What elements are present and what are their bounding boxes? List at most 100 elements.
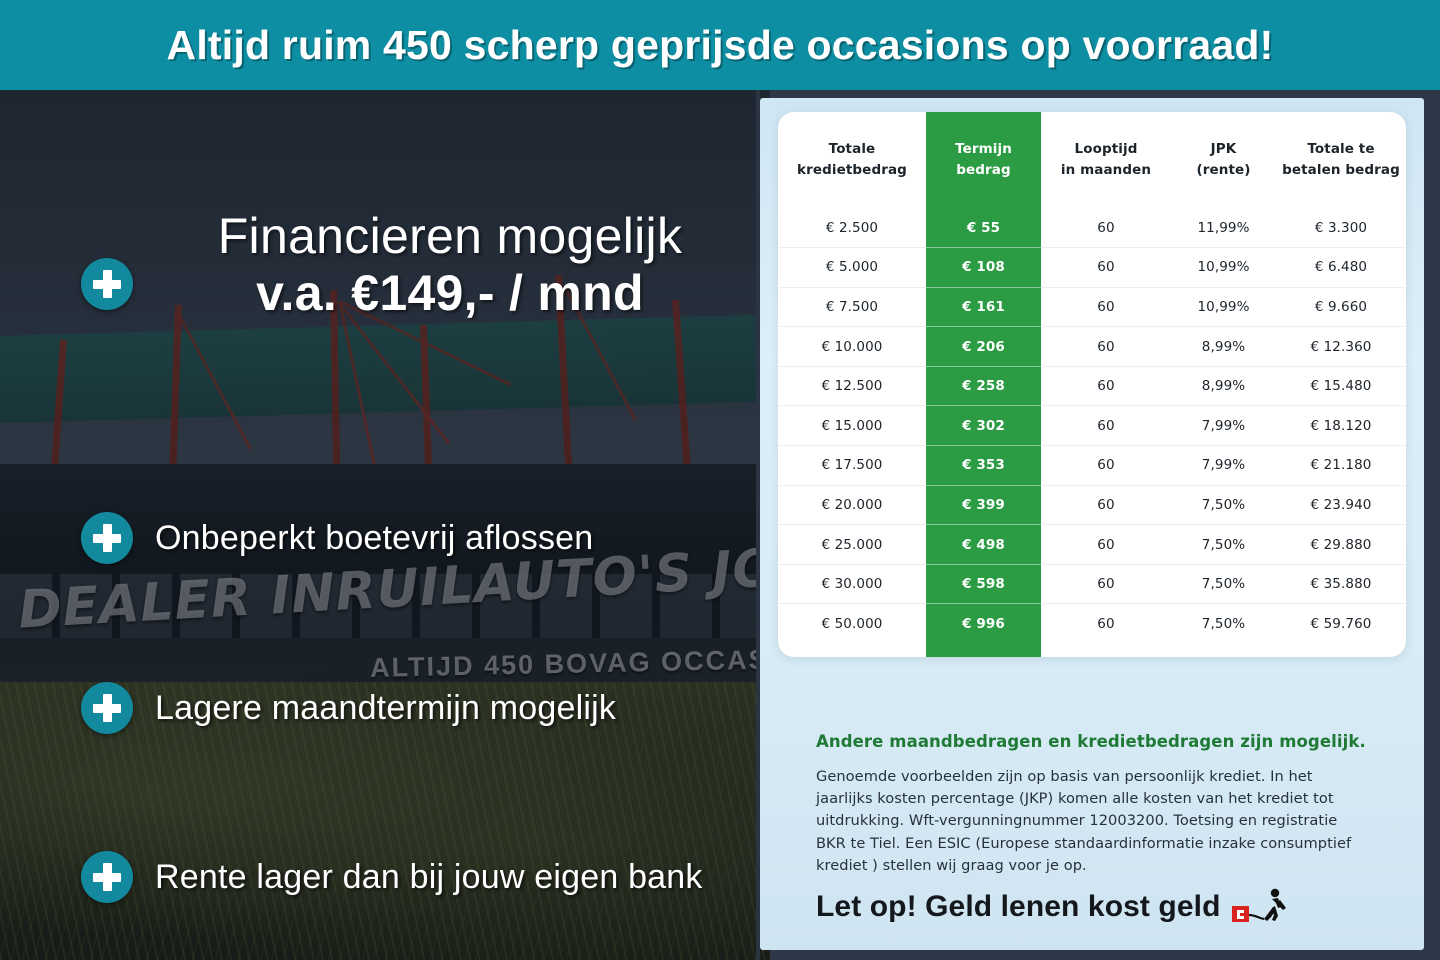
cell-totaal: € 3.300 xyxy=(1314,219,1368,236)
cell-totaal: € 6.480 xyxy=(1276,247,1406,288)
cell-kredietbedrag: € 10.000 xyxy=(778,326,926,367)
note-heading: Andere maandbedragen en kredietbedragen … xyxy=(816,732,1366,751)
table-row: € 15.000 € 302 60 7,99% € 18.120 xyxy=(778,405,1406,446)
cell-termijnbedrag: € 302 xyxy=(926,405,1041,446)
table-row: € 20.000 € 399 60 7,50% € 23.940 xyxy=(778,484,1406,525)
table-row: € 10.000 € 206 60 8,99% € 12.360 xyxy=(778,326,1406,367)
cell-termijnbedrag: € 55 xyxy=(966,219,1001,236)
header-line: Termijn xyxy=(955,141,1012,158)
cell-kredietbedrag: € 12.500 xyxy=(778,365,926,406)
table-row: € 30.000 € 598 60 7,50% € 35.880 xyxy=(778,563,1406,604)
rate-table-body: € 2.500 € 55 60 11,99% € 3.300 € 5.000 € 108 6… xyxy=(778,208,1406,644)
header-line: kredietbedrag xyxy=(797,162,907,178)
table-row: € 17.500 € 353 60 7,99% € 21.180 xyxy=(778,445,1406,486)
header-line: Looptijd xyxy=(1074,141,1138,158)
header-jpk: JPK (rente) xyxy=(1171,112,1276,208)
cell-looptijd: 60 xyxy=(1041,247,1171,288)
bullet-label: Rente lager dan bij jouw eigen bank xyxy=(155,857,703,896)
dealership-photo: DEALER INRUILAUTO'S JOHAN MEURE ALTIJD 4… xyxy=(0,90,770,960)
plus-circle-icon xyxy=(81,512,133,564)
headline-line-1: Financieren mogelijk xyxy=(217,208,683,264)
cell-looptijd: 60 xyxy=(1041,365,1171,406)
cell-kredietbedrag: € 17.500 xyxy=(778,445,926,486)
cell-totaal: € 35.880 xyxy=(1276,563,1406,604)
plus-circle-icon xyxy=(81,258,133,310)
warning-text: Let op! Geld lenen kost geld xyxy=(816,890,1221,923)
cell-kredietbedrag: € 15.000 xyxy=(778,405,926,446)
cell-jpk: 7,99% xyxy=(1171,405,1276,446)
cell-kredietbedrag: € 30.000 xyxy=(778,563,926,604)
cell-looptijd: 60 xyxy=(1041,445,1171,486)
cell-termijnbedrag: € 258 xyxy=(926,365,1041,406)
cell-jpk: 7,99% xyxy=(1171,445,1276,486)
header-line: Totale xyxy=(828,141,876,158)
cell-kredietbedrag: € 7.500 xyxy=(778,286,926,327)
cell-looptijd: 60 xyxy=(1041,286,1171,327)
cell-totaal: € 12.360 xyxy=(1276,326,1406,367)
cell-jpk: 7,50% xyxy=(1171,484,1276,525)
cell-totaal: € 23.940 xyxy=(1276,484,1406,525)
headline-block: Financieren mogelijk v.a. €149,- / mnd xyxy=(150,208,750,323)
cell-kredietbedrag: € 5.000 xyxy=(778,247,926,288)
plus-bar-vertical xyxy=(102,524,112,552)
cell-jpk: 8,99% xyxy=(1171,326,1276,367)
cell-termijnbedrag: € 353 xyxy=(926,445,1041,486)
note-body: Genoemde voorbeelden zijn op basis van p… xyxy=(816,768,1352,874)
cell-jpk: 11,99% xyxy=(1197,219,1250,236)
top-banner: Altijd ruim 450 scherp geprijsde occasio… xyxy=(0,0,1440,90)
cell-totaal: € 9.660 xyxy=(1276,286,1406,327)
cell-looptijd: 60 xyxy=(1041,563,1171,604)
header-line: betalen bedrag xyxy=(1282,162,1400,178)
right-info-panel: Totale kredietbedrag Termijn bedrag Loop… xyxy=(760,98,1424,950)
left-content-overlay: Financieren mogelijk v.a. €149,- / mnd O… xyxy=(0,90,770,960)
rate-table-card: Totale kredietbedrag Termijn bedrag Loop… xyxy=(778,112,1406,657)
bullet-item-3: Rente lager dan bij jouw eigen bank xyxy=(81,851,703,903)
cell-jpk: 8,99% xyxy=(1171,365,1276,406)
warning-row: Let op! Geld lenen kost geld xyxy=(816,888,1287,926)
cell-totaal: € 15.480 xyxy=(1276,365,1406,406)
cell-termijnbedrag: € 161 xyxy=(926,286,1041,327)
panel-divider xyxy=(756,90,760,960)
header-totale-kredietbedrag: Totale kredietbedrag xyxy=(778,112,926,208)
cell-looptijd: 60 xyxy=(1041,326,1171,367)
header-line: JPK xyxy=(1210,141,1237,158)
headline-line-2: v.a. €149,- / mnd xyxy=(256,265,644,321)
cell-jpk: 7,50% xyxy=(1171,524,1276,565)
cell-looptijd: 60 xyxy=(1097,219,1115,236)
cell-jpk: 10,99% xyxy=(1171,286,1276,327)
cell-looptijd: 60 xyxy=(1041,484,1171,525)
table-row: € 25.000 € 498 60 7,50% € 29.880 xyxy=(778,524,1406,565)
cell-kredietbedrag: € 50.000 xyxy=(778,603,926,644)
table-header-row: Totale kredietbedrag Termijn bedrag Loop… xyxy=(778,112,1406,208)
cell-kredietbedrag: € 25.000 xyxy=(778,524,926,565)
cell-termijnbedrag: € 206 xyxy=(926,326,1041,367)
cell-termijnbedrag: € 498 xyxy=(926,524,1041,565)
plus-bar-vertical xyxy=(102,694,112,722)
cell-kredietbedrag: € 20.000 xyxy=(778,484,926,525)
bullet-item-2: Lagere maandtermijn mogelijk xyxy=(81,682,616,734)
cell-jpk: 7,50% xyxy=(1171,563,1276,604)
cell-totaal: € 21.180 xyxy=(1276,445,1406,486)
table-row: € 7.500 € 161 60 10,99% € 9.660 xyxy=(778,286,1406,327)
plus-circle-icon xyxy=(81,682,133,734)
cell-looptijd: 60 xyxy=(1041,405,1171,446)
header-termijn-bedrag: Termijn bedrag xyxy=(926,112,1041,208)
plus-bar-vertical xyxy=(102,863,112,891)
bullet-label: Lagere maandtermijn mogelijk xyxy=(155,688,617,727)
cell-kredietbedrag: € 2.500 xyxy=(825,219,879,236)
left-photo-panel: DEALER INRUILAUTO'S JOHAN MEURE ALTIJD 4… xyxy=(0,90,770,960)
bullet-label: Onbeperkt boetevrij aflossen xyxy=(155,518,594,557)
header-totale-te-betalen: Totale te betalen bedrag xyxy=(1276,112,1406,208)
cell-totaal: € 18.120 xyxy=(1276,405,1406,446)
cell-termijnbedrag: € 108 xyxy=(926,247,1041,288)
table-row: € 50.000 € 996 60 7,50% € 59.760 xyxy=(778,603,1406,644)
cell-termijnbedrag: € 996 xyxy=(926,603,1041,644)
header-line: Totale te xyxy=(1307,141,1375,158)
cell-totaal: € 29.880 xyxy=(1276,524,1406,565)
cell-looptijd: 60 xyxy=(1041,524,1171,565)
cell-looptijd: 60 xyxy=(1041,603,1171,644)
table-row: € 2.500 € 55 60 11,99% € 3.300 xyxy=(778,208,1406,248)
plus-circle-icon xyxy=(81,851,133,903)
header-line: bedrag xyxy=(956,162,1011,178)
